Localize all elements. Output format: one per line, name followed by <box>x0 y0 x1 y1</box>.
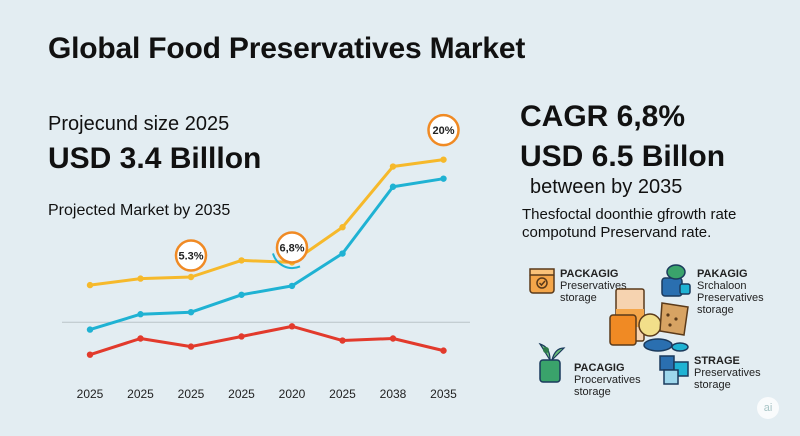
category-title: PAKAGIG <box>697 268 748 280</box>
annotation-label: 20% <box>432 125 454 137</box>
data-point <box>238 291 245 298</box>
category-packaging-3: PACAGIG Procervatives storage <box>574 362 724 398</box>
watermark-logo: ai <box>757 397 779 419</box>
category-line: storage <box>574 386 611 398</box>
data-point <box>86 326 94 333</box>
market-size-value: USD 3.4 Billlon <box>48 142 262 175</box>
annotation-label: 6,8% <box>279 242 304 254</box>
data-point <box>187 343 195 350</box>
category-title: PACAGIG <box>574 362 625 374</box>
data-point <box>187 308 195 316</box>
data-point <box>389 163 397 170</box>
category-packaging-2: PAKAGIG Srchaloon Preservatives storage <box>697 268 800 316</box>
animal-icon <box>658 262 692 305</box>
series-line-1 <box>89 177 444 332</box>
growth-description-line2: compotund Preservand rate. <box>522 224 712 241</box>
annotation-arc <box>272 253 301 269</box>
data-point <box>86 281 94 289</box>
data-point <box>187 273 195 281</box>
category-storage: STRAGE Preservatives storage <box>694 355 800 391</box>
plant-can-icon <box>532 340 572 389</box>
x-tick-label: 2025 <box>127 387 154 401</box>
category-packaging-1: PACKAGIG Preservatives storage <box>560 268 710 304</box>
food-products-icon <box>608 285 698 360</box>
data-point <box>389 183 397 190</box>
cagr-value: CAGR 6,8% <box>520 100 686 133</box>
data-point <box>238 333 245 340</box>
x-tick-label: 2025 <box>178 387 205 401</box>
data-point <box>440 175 447 182</box>
data-point <box>339 250 346 257</box>
market-size-label: Projecund size 2025 <box>48 113 230 135</box>
package-check-icon <box>528 266 558 301</box>
data-point <box>440 156 447 163</box>
category-line: storage <box>694 379 731 391</box>
data-point <box>440 347 447 354</box>
projected-value: USD 6.5 Billon <box>520 140 726 173</box>
storage-cubes-icon <box>656 352 692 393</box>
category-line: Preservatives <box>694 367 761 379</box>
data-point <box>288 323 296 330</box>
data-point <box>137 275 144 282</box>
category-line: Srchaloon <box>697 280 747 292</box>
annotation-circle <box>275 231 309 264</box>
series-line-0 <box>89 158 444 287</box>
x-tick-label: 2035 <box>430 387 457 401</box>
data-point <box>137 311 144 318</box>
annotation-circle <box>174 239 208 272</box>
data-point <box>86 351 94 358</box>
x-tick-label: 2025 <box>329 387 356 401</box>
between-label: between by 2035 <box>530 176 683 198</box>
category-title: STRAGE <box>694 355 740 367</box>
growth-description-line1: Thesfoctal doonthie gfrowth rate <box>522 206 737 223</box>
category-line: storage <box>560 292 597 304</box>
x-tick-label: 2025 <box>228 387 255 401</box>
category-line: Preservatives <box>560 280 627 292</box>
data-point <box>339 224 346 231</box>
data-point <box>339 337 346 344</box>
annotation-label: 5.3% <box>178 251 203 263</box>
series-line-2 <box>89 324 444 357</box>
category-line: Procervatives <box>574 374 641 386</box>
x-tick-label: 2025 <box>77 387 104 401</box>
growth-description: Thesfoctal doonthie gfrowth rate compotu… <box>522 206 782 242</box>
category-title: PACKAGIG <box>560 268 619 280</box>
projected-label: Projected Market by 2035 <box>48 202 231 219</box>
data-point <box>288 282 296 290</box>
data-point <box>389 335 397 342</box>
x-tick-label: 2020 <box>279 387 306 401</box>
category-line: Preservatives <box>697 292 764 304</box>
x-tick-label: 2038 <box>380 387 407 401</box>
data-point <box>238 257 245 264</box>
category-line: storage <box>697 304 734 316</box>
data-point <box>137 335 144 342</box>
page-title: Global Food Preservatives Market <box>48 32 526 65</box>
annotation-circle <box>427 113 460 147</box>
